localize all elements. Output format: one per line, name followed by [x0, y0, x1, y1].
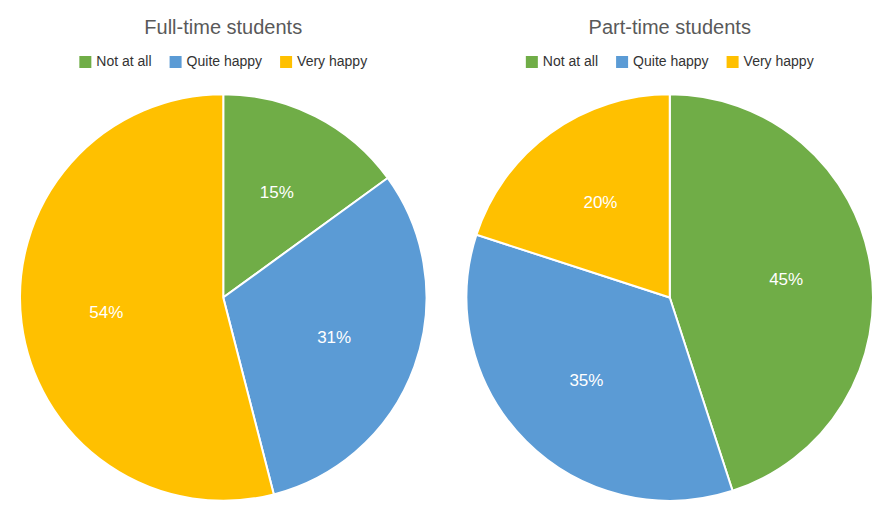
legend-item: Quite happy: [616, 53, 709, 69]
legend-item: Quite happy: [170, 53, 263, 69]
chart-title: Part-time students: [589, 16, 751, 38]
legend: Not at all Quite happy Very happy: [526, 53, 814, 69]
data-label: 45%: [769, 270, 803, 289]
legend-swatch: [280, 56, 292, 68]
legend-label: Very happy: [744, 53, 814, 69]
pie-slice: [20, 94, 274, 501]
pie-slice: [476, 94, 669, 297]
legend-item: Very happy: [727, 53, 814, 69]
legend-swatch: [170, 56, 182, 68]
data-label: 54%: [89, 303, 123, 322]
legend-item: Not at all: [79, 53, 151, 69]
legend-label: Very happy: [297, 53, 367, 69]
legend-swatch: [727, 56, 739, 68]
pie-panel: Part-time students Not at all Quite happy V…: [467, 16, 873, 501]
data-label: 15%: [260, 183, 294, 202]
legend-label: Not at all: [96, 53, 151, 69]
legend-item: Not at all: [526, 53, 598, 69]
legend-swatch: [526, 56, 538, 68]
chart-title: Full-time students: [144, 16, 302, 38]
data-label: 20%: [583, 193, 617, 212]
data-label: 31%: [317, 328, 351, 347]
legend: Not at all Quite happy Very happy: [79, 53, 367, 69]
pie-panel: Full-time students Not at all Quite happy V…: [20, 16, 426, 501]
legend-item: Very happy: [280, 53, 367, 69]
pie: 45% 35% 20%: [467, 94, 873, 500]
chart-root: Full-time students Not at all Quite happy V…: [0, 0, 893, 517]
legend-label: Quite happy: [633, 53, 709, 69]
legend-label: Not at all: [543, 53, 598, 69]
pie: 15% 31% 54%: [20, 94, 426, 501]
data-label: 35%: [569, 371, 603, 390]
legend-label: Quite happy: [187, 53, 263, 69]
legend-swatch: [79, 56, 91, 68]
legend-swatch: [616, 56, 628, 68]
